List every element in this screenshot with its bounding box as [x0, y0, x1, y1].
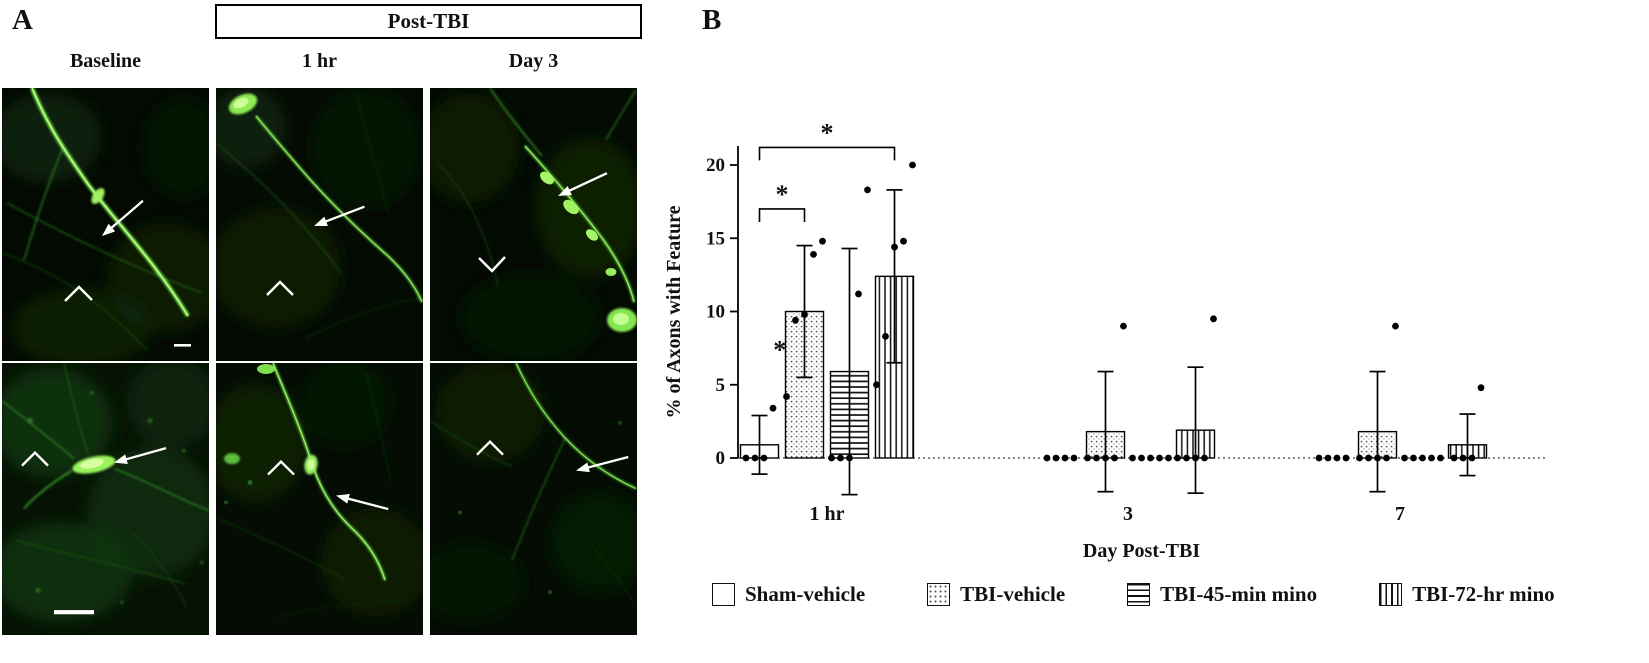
legend-swatch-vlines-icon: [1379, 583, 1403, 606]
legend-item-tbi-72-hr-mino: TBI-72-hr mino: [1379, 582, 1555, 607]
svg-text:1 hr: 1 hr: [810, 503, 845, 525]
panel-b: B 0 5 10 15 20 % of Axons with Feature 1 hr 3 7 D…: [660, 0, 1649, 663]
micrograph-day3-top: [430, 88, 637, 361]
micrograph-baseline-top: [2, 88, 209, 361]
bar-chart: 0 5 10 15 20 % of Axons with Feature 1 hr 3 7 Day…: [663, 118, 1545, 562]
legend-item-tbi-45-min-mino: TBI-45-min mino: [1127, 582, 1317, 607]
arrowhead-annotation: [266, 280, 294, 296]
post-tbi-header-box: Post-TBI: [215, 4, 642, 39]
legend-label: Sham-vehicle: [745, 582, 866, 606]
svg-text:5: 5: [716, 375, 726, 396]
svg-text:0: 0: [716, 448, 726, 469]
svg-text:10: 10: [706, 302, 725, 323]
legend-item-tbi-vehicle: TBI-vehicle: [927, 582, 1065, 607]
panel-b-label: B: [702, 4, 722, 36]
arrowhead-annotation: [21, 450, 49, 467]
svg-text:Day Post-TBI: Day Post-TBI: [1083, 540, 1200, 562]
panel-a: A Post-TBI Baseline 1 hr Day 3: [0, 0, 648, 663]
arrowhead-annotation: [478, 256, 506, 273]
micrograph-baseline-bottom: [2, 363, 209, 635]
scale-bar: [174, 344, 191, 347]
legend-swatch-dots-icon: [927, 583, 951, 606]
legend-label: TBI-72-hr mino: [1412, 582, 1555, 606]
arrowhead-annotation: [64, 285, 93, 302]
svg-text:% of Axons with Feature: % of Axons with Feature: [663, 205, 685, 418]
arrowhead-annotation: [476, 440, 504, 456]
micrograph-1hr-top: [216, 88, 423, 361]
column-label-day3: Day 3: [508, 50, 559, 72]
micrograph-1hr-bottom: [216, 363, 423, 635]
legend-label: TBI-vehicle: [960, 582, 1066, 606]
svg-text:*: *: [773, 335, 786, 364]
arrowhead-annotation: [267, 459, 295, 476]
scale-bar: [54, 610, 94, 615]
svg-text:20: 20: [706, 155, 725, 176]
column-label-1hr: 1 hr: [302, 50, 337, 72]
micrograph-day3-bottom: [430, 363, 637, 635]
legend-item-sham-vehicle: Sham-vehicle: [712, 582, 865, 607]
svg-text:*: *: [776, 180, 789, 209]
svg-text:15: 15: [706, 228, 725, 249]
column-label-baseline: Baseline: [69, 50, 142, 72]
legend-label: TBI-45-min mino: [1160, 582, 1318, 606]
svg-text:3: 3: [1123, 503, 1133, 525]
svg-text:7: 7: [1395, 503, 1405, 525]
svg-text:*: *: [821, 118, 834, 147]
legend-swatch-open-icon: [712, 583, 735, 606]
chart-legend: Sham-vehicle TBI-vehicle TBI-45-min mino…: [712, 582, 1555, 607]
panel-a-label: A: [12, 4, 33, 36]
legend-swatch-hlines-icon: [1127, 583, 1151, 606]
post-tbi-header-label: Post-TBI: [387, 9, 470, 33]
